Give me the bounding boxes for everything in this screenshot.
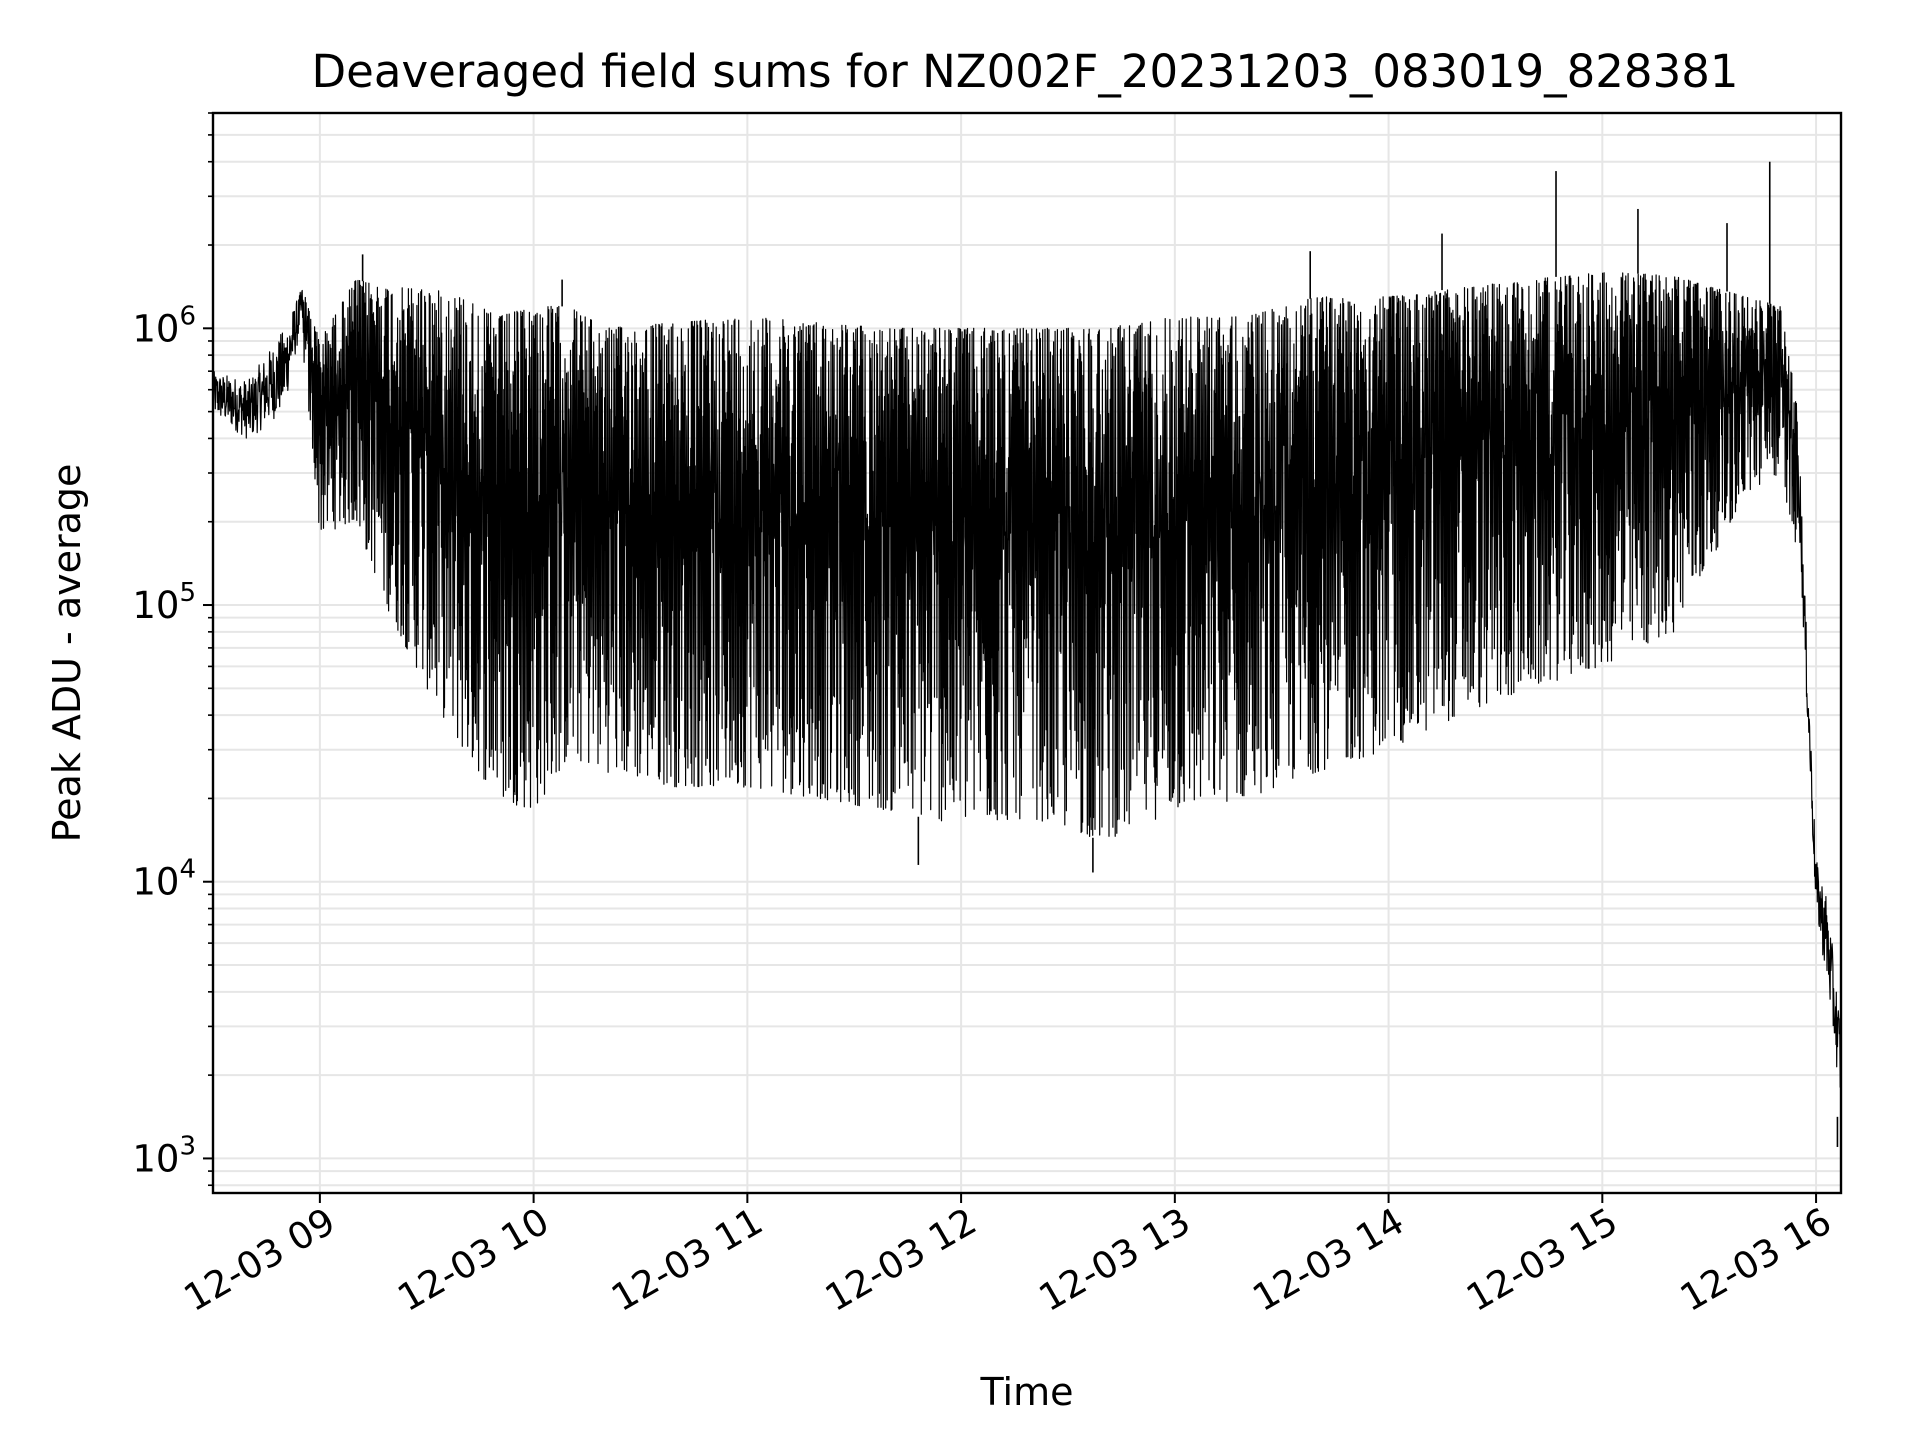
x-tick-label: 12-03 11 — [604, 1200, 770, 1320]
x-tick-label: 12-03 16 — [1673, 1200, 1839, 1320]
x-axis-label: Time — [980, 1370, 1074, 1414]
y-tick-label: 103 — [132, 1131, 196, 1180]
y-tick-label-exponent: 5 — [179, 578, 196, 608]
y-tick-label-base: 10 — [132, 861, 179, 904]
y-tick-label-base: 10 — [132, 1137, 179, 1180]
x-tick-label: 12-03 14 — [1246, 1200, 1412, 1320]
series-layer — [212, 161, 1842, 1147]
x-tick-label: 12-03 12 — [818, 1200, 984, 1320]
x-tick-label: 12-03 13 — [1032, 1200, 1198, 1320]
y-tick-label: 104 — [132, 855, 196, 904]
plot-frame — [211, 111, 1843, 1195]
y-tick-label-base: 10 — [132, 584, 179, 627]
y-tick-label-exponent: 3 — [179, 1131, 196, 1161]
y-tick-label-exponent: 6 — [179, 301, 196, 331]
y-tick-label: 106 — [132, 301, 196, 350]
series-line — [212, 272, 1842, 1092]
y-axis-label: Peak ADU - average — [45, 464, 89, 843]
y-tick-label-exponent: 4 — [179, 855, 196, 885]
y-tick-label-base: 10 — [132, 307, 179, 350]
x-tick-label: 12-03 09 — [177, 1200, 343, 1320]
x-tick-label: 12-03 15 — [1459, 1200, 1625, 1320]
y-tick-label: 105 — [132, 578, 196, 627]
chart-title: Deaveraged field sums for NZ002F_2023120… — [312, 45, 1739, 98]
x-tick-label: 12-03 10 — [391, 1200, 557, 1320]
